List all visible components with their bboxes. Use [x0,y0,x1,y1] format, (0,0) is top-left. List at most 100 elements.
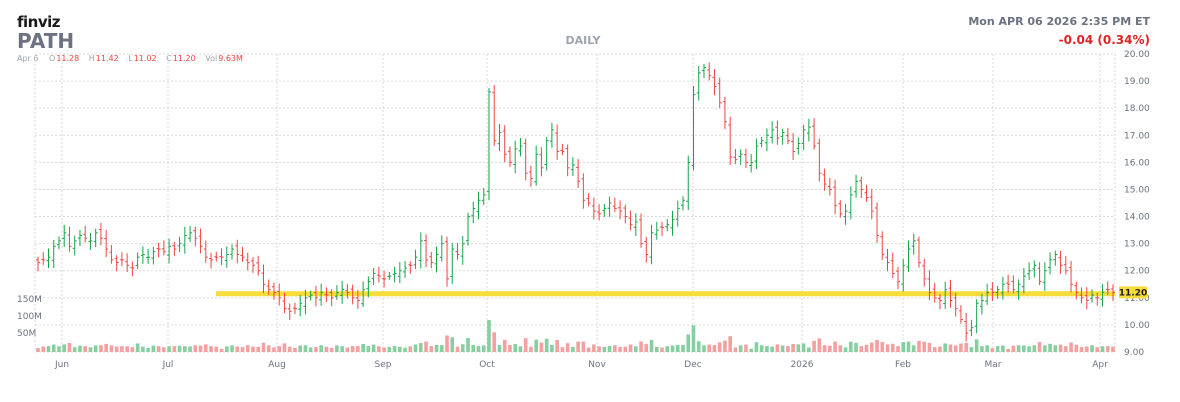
y-tick-label: 19.00 [1124,77,1150,87]
volume-bar [985,345,989,352]
y-tick-label: 10.00 [1124,321,1150,331]
volume-bar [932,347,937,352]
volume-bar [1016,345,1021,352]
volume-bar [177,345,182,352]
volume-bar [293,347,297,352]
timeframe-label[interactable]: DAILY [565,34,601,47]
volume-bar [906,341,911,352]
volume-bar [833,341,837,352]
volume-bar [361,344,365,352]
finviz-logo[interactable]: finviz [17,13,61,31]
volume-bar [534,339,538,352]
volume-bar [817,338,822,352]
volume-tick-label: 150M [17,295,42,305]
volume-bar [565,343,570,352]
x-tick-label: Dec [684,360,701,370]
volume-bar [896,346,900,352]
y-tick-label: 20.00 [1124,50,1150,60]
volume-bar [120,346,124,352]
volume-bar [1048,343,1052,352]
x-tick-label: Oct [479,360,495,370]
volume-bar [466,338,470,352]
volume-bar [209,346,213,352]
volume-bar [665,346,670,352]
y-tick-label: 18.00 [1124,104,1150,114]
volume-bar [298,345,302,352]
volume-bar [1111,346,1115,352]
volume-bar [686,334,691,352]
volume-bar [628,344,633,352]
volume-bar [41,346,46,352]
volume-bar [780,345,785,352]
volume-bar [995,346,1000,352]
volume-bar [712,345,717,352]
volume-bar [429,346,434,352]
y-tick-label: 15.00 [1124,185,1150,195]
volume-bar [193,345,198,352]
volume-bar [408,346,413,352]
volume-bar [581,341,586,352]
volume-bar [204,344,208,352]
last-price-box [1119,286,1147,299]
ohlc-date: Apr 6 [17,54,39,63]
volume-bar [990,348,995,352]
volume-bar [927,342,932,352]
x-tick-label: 2026 [791,360,814,370]
volume-bar [807,347,811,352]
volume-bar [539,342,544,352]
volume-bar [681,344,685,352]
volume-bar [46,346,51,352]
volume-bar [1032,345,1037,352]
volume-bar [880,341,885,352]
volume-bar [828,345,832,352]
volume-bar [230,345,234,352]
volume-bar [660,347,664,352]
volume-bar [235,346,240,352]
volume-bar [980,346,984,352]
volume-bar [849,341,853,352]
x-tick-label: Jul [162,360,174,370]
volume-bar [135,343,140,352]
volume-bar [256,346,261,352]
volume-bar [801,343,806,352]
volume-bar [356,346,360,352]
volume-bar [497,345,502,352]
volume-bar [83,346,87,352]
volume-bar [492,332,497,352]
volume-bar [602,346,607,352]
volume-bar [555,339,559,352]
volume-bar [770,346,774,352]
volume-bar [99,345,103,352]
y-tick-label: 14.00 [1124,213,1150,223]
volume-bar [1001,345,1005,352]
volume-bar [717,342,722,352]
volume-bar [287,346,292,352]
close-value: 11.20 [172,54,196,63]
volume-bar [654,346,659,352]
volume-bar [571,346,575,352]
x-tick-label: Nov [588,360,606,370]
volume-bar [953,345,958,352]
volume-bar [791,343,795,352]
volume-bar [88,347,93,352]
volume-bar [744,344,748,352]
volume-bar [382,347,386,352]
volume-bar [261,342,266,352]
volume-bar [597,346,601,352]
volume-bar [796,344,801,352]
y-tick-label: 11.00 [1124,294,1150,304]
volume-bar [733,347,738,352]
volume-bar [670,345,675,352]
volume-bar [387,346,392,352]
volume-bar [350,346,355,352]
volume-bar [481,345,486,352]
close-label: C [166,54,172,63]
volume-bar [392,346,397,352]
volume-bar [1053,345,1058,352]
y-tick-label: 9.00 [1124,348,1144,358]
volume-bar [1100,346,1105,352]
volume-bar [1064,346,1068,352]
volume-bar [964,342,968,352]
ohlc-info: Apr 6 O11.28 H11.42 L11.02 C11.20 Vol9.6… [17,54,250,63]
